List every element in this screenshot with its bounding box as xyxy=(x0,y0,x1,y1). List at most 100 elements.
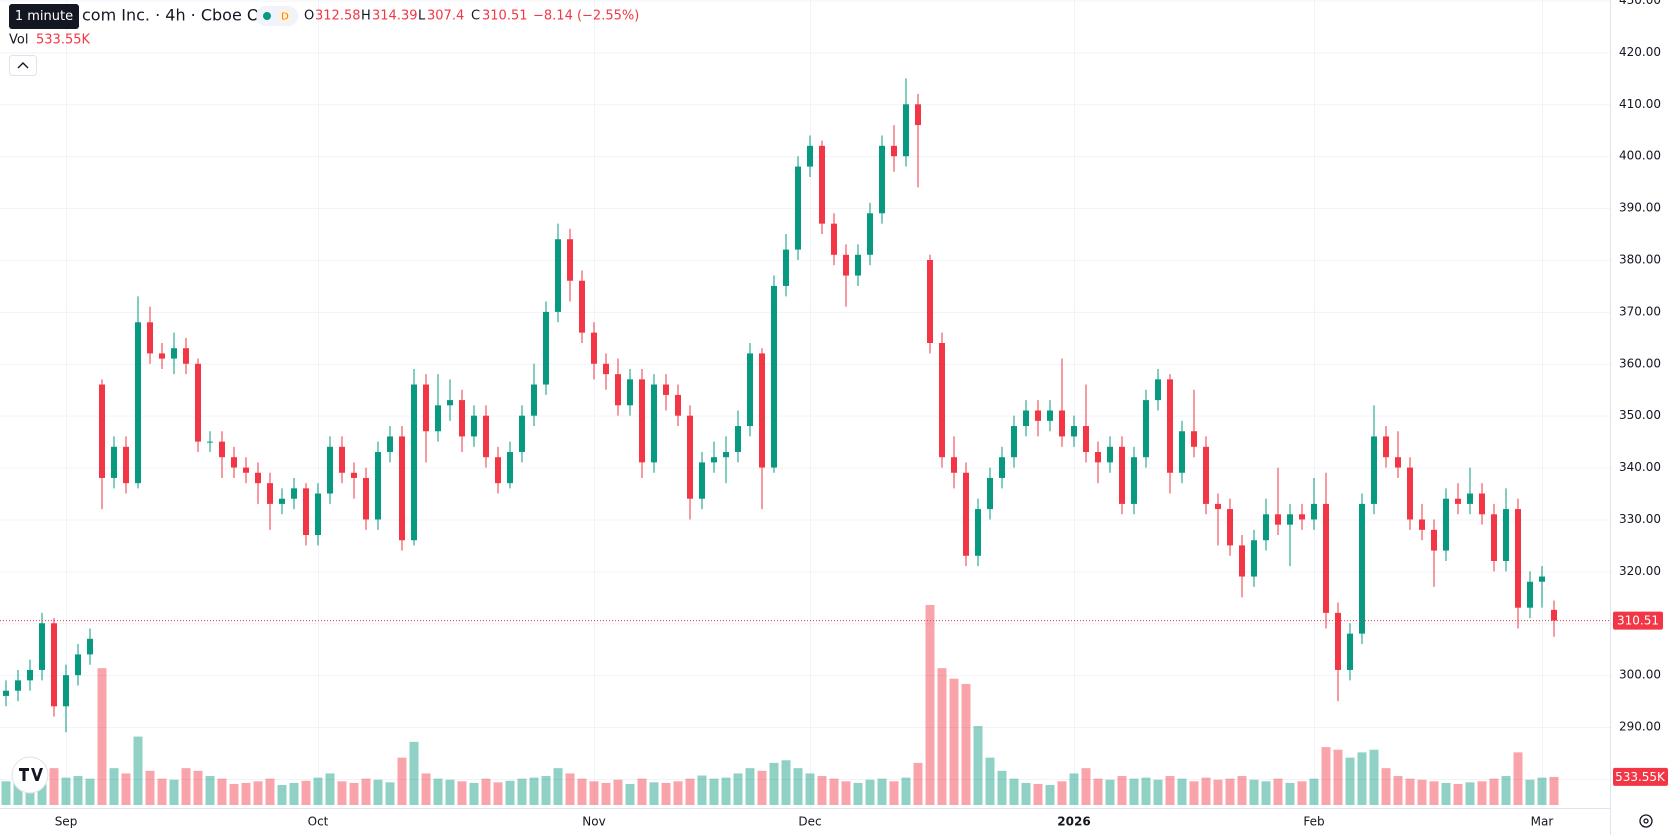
candle-body xyxy=(411,384,417,541)
volume-bar xyxy=(373,779,383,805)
y-tick-label: 330.00 xyxy=(1619,512,1661,526)
candle-body xyxy=(531,384,537,416)
volume-bar xyxy=(469,782,479,805)
volume-bar xyxy=(901,777,911,805)
volume-bar xyxy=(1045,785,1055,805)
candle-body xyxy=(747,353,753,427)
candle-body xyxy=(327,446,333,494)
candle-body xyxy=(123,446,129,484)
volume-bar xyxy=(613,779,623,805)
candle-body xyxy=(675,394,681,416)
x-tick-label: Oct xyxy=(308,815,329,829)
candle-body xyxy=(807,145,813,167)
tooltip-text: 1 minute xyxy=(15,9,73,24)
volume-bar xyxy=(97,668,107,805)
volume-bar xyxy=(1537,777,1547,805)
candle-body xyxy=(1371,436,1377,504)
volume-bar xyxy=(121,773,131,805)
volume-bar xyxy=(637,778,647,805)
settings-button[interactable] xyxy=(1639,814,1653,828)
candle-body xyxy=(279,498,285,504)
candle-body xyxy=(591,332,597,364)
volume-bar xyxy=(1201,777,1211,805)
volume-bar xyxy=(133,736,143,805)
tooltip-box xyxy=(9,4,79,29)
volume-value: 533.55K xyxy=(36,33,90,48)
volume-bar xyxy=(865,779,875,805)
candle-body xyxy=(1539,576,1545,582)
candle-body xyxy=(639,379,645,463)
volume-bar xyxy=(877,778,887,805)
y-tick-label: 340.00 xyxy=(1619,460,1661,474)
volume-bar xyxy=(913,762,923,805)
candle-body xyxy=(879,145,885,214)
volume-bar xyxy=(673,781,683,805)
candle-body xyxy=(51,623,57,707)
candle-body xyxy=(87,638,93,655)
candle-body xyxy=(507,452,513,484)
collapse-icon xyxy=(17,62,29,69)
volume-bar xyxy=(289,782,299,805)
candle-body xyxy=(1275,514,1281,525)
open-value: 312.58 xyxy=(315,9,361,24)
candle-body xyxy=(855,254,861,276)
candle-body xyxy=(255,472,261,484)
volume-bar xyxy=(949,678,959,805)
volume-bar xyxy=(85,778,95,805)
volume-bar xyxy=(1369,749,1379,805)
candle-body xyxy=(1179,431,1185,473)
candle-body xyxy=(303,488,309,536)
candle-body xyxy=(1479,493,1485,515)
volume-bar xyxy=(361,778,371,805)
volume-bar xyxy=(985,757,995,805)
candle-body xyxy=(1107,446,1113,463)
high-value: 314.39 xyxy=(372,9,418,24)
candle-body xyxy=(1119,446,1125,504)
candle-body xyxy=(1131,457,1137,504)
candle-body xyxy=(843,254,849,276)
volume-bar xyxy=(505,780,515,805)
y-tick-label: 360.00 xyxy=(1619,356,1661,370)
candle-body xyxy=(171,348,177,359)
volume-bar xyxy=(577,778,587,805)
overlay-layer: 310.51 533.55K xyxy=(0,611,1668,786)
settings-icon-center xyxy=(1643,818,1649,824)
candle-body xyxy=(1083,426,1089,453)
volume-bar xyxy=(973,726,983,805)
volume-bar xyxy=(1069,773,1079,805)
candle-body xyxy=(1515,509,1521,608)
logo-bg xyxy=(11,756,49,794)
candle-body xyxy=(771,285,777,468)
volume-bar xyxy=(805,773,815,805)
candle-body xyxy=(15,680,21,691)
volume-bar xyxy=(1213,779,1223,805)
y-tick-label: 290.00 xyxy=(1619,720,1661,734)
y-tick-label: 420.00 xyxy=(1619,45,1661,59)
collapse-button[interactable] xyxy=(9,55,37,76)
candle-body xyxy=(3,690,9,696)
volume-bar xyxy=(277,785,287,805)
volume-bar xyxy=(685,778,695,805)
candle-body xyxy=(1227,509,1233,546)
candle-body xyxy=(267,483,273,504)
volume-bar xyxy=(565,773,575,805)
volume-bar xyxy=(697,775,707,805)
candle-body xyxy=(1263,514,1269,541)
logo-mark xyxy=(19,768,43,781)
logo[interactable] xyxy=(11,756,49,794)
volume-bar xyxy=(1489,778,1499,805)
volume-bar xyxy=(1393,776,1403,805)
volume-bar xyxy=(265,778,275,805)
x-tick-label: Dec xyxy=(798,815,821,829)
volume-bar xyxy=(397,757,407,805)
candle-body xyxy=(1203,446,1209,504)
volume-bar xyxy=(433,778,443,805)
candle-body xyxy=(1347,633,1353,670)
volume-bar xyxy=(925,605,935,805)
volume-bar xyxy=(661,782,671,805)
candle-body xyxy=(351,472,357,478)
volume-bar xyxy=(1465,782,1475,805)
volume-bar xyxy=(13,778,23,805)
volume-bar xyxy=(1357,752,1367,805)
volume-bar xyxy=(781,760,791,805)
